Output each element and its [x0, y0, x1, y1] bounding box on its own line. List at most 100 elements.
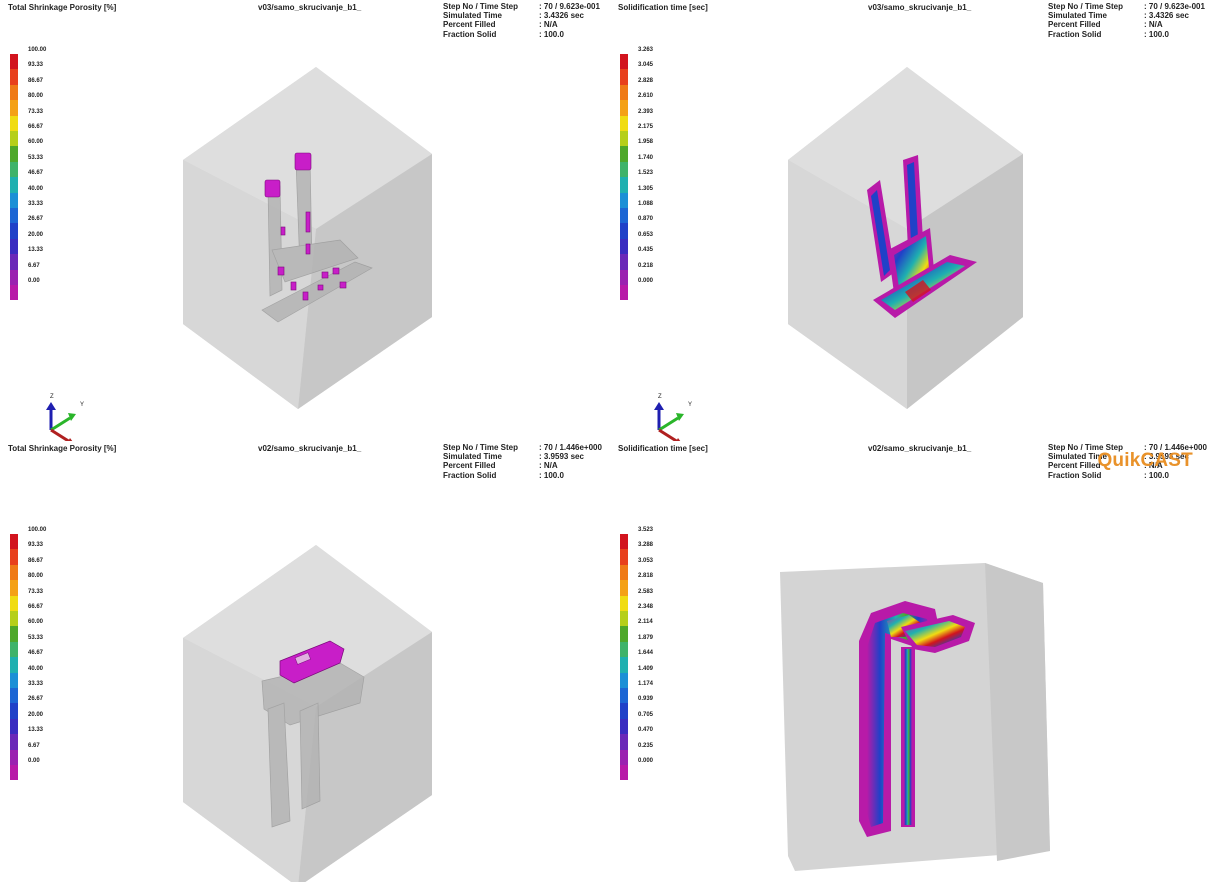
legend-value: 3.263 — [638, 47, 654, 53]
percent-filled-label: Percent Filled — [1048, 461, 1101, 471]
legend-swatch — [10, 84, 18, 101]
viewport-3d[interactable]: Z Y X — [0, 0, 605, 441]
legend-value: 53.33 — [28, 634, 44, 641]
legend-swatch — [620, 688, 628, 704]
panel-top-right[interactable]: Z Y X Solidification time [sec] v03/samo… — [605, 0, 1210, 441]
legend-value: 13.33 — [28, 247, 44, 254]
legend-swatch — [620, 254, 628, 270]
legend-swatch — [10, 595, 18, 611]
legend-swatch — [10, 269, 18, 285]
porosity-spots — [279, 640, 345, 684]
step-info: Step No / Time Step: 70 / 1.446e+000 Sim… — [443, 443, 602, 480]
fraction-solid-value: : 100.0 — [1144, 29, 1169, 39]
percent-filled-label: Percent Filled — [1048, 20, 1101, 30]
simulated-time-value: : 3.4326 sec — [539, 11, 584, 21]
model-name: v02/samo_skrucivanje_b1_ — [868, 444, 972, 453]
legend-value: 60.00 — [28, 619, 44, 626]
legend-value: 0.00 — [28, 758, 40, 764]
legend-swatch — [10, 765, 18, 781]
solidification-casting — [859, 601, 975, 837]
legend-swatch — [10, 657, 18, 673]
legend-value: 6.67 — [28, 742, 40, 749]
legend-value: 6.67 — [28, 262, 40, 269]
viewport-3d[interactable] — [605, 441, 1210, 882]
model-name: v03/samo_skrucivanje_b1_ — [258, 3, 362, 12]
legend-value: 46.67 — [28, 650, 44, 657]
legend-value: 1.523 — [638, 170, 654, 177]
step-info: Step No / Time Step: 70 / 9.623e-001 Sim… — [1048, 2, 1205, 39]
legend-swatch — [10, 549, 18, 565]
legend-value: 86.67 — [28, 557, 44, 564]
legend-swatch — [620, 580, 628, 596]
legend-value: 2.114 — [638, 619, 653, 626]
legend-value: 100.00 — [28, 527, 47, 533]
mold-top-face — [183, 67, 432, 229]
panel-bottom-right[interactable]: Solidification time [sec] v02/samo_skruc… — [605, 441, 1210, 882]
model-name: v02/samo_skrucivanje_b1_ — [258, 444, 362, 453]
legend-swatch — [620, 749, 628, 765]
legend-value: 13.33 — [28, 727, 44, 734]
percent-filled-value: : N/A — [539, 20, 558, 30]
legend-title: Total Shrinkage Porosity [%] — [8, 444, 117, 453]
legend-value: 20.00 — [28, 231, 44, 238]
legend-value: 2.393 — [638, 108, 654, 115]
legend-swatch — [620, 718, 628, 735]
legend-swatch — [10, 564, 18, 581]
legend-value: 2.828 — [638, 77, 654, 84]
legend-swatch — [620, 223, 628, 239]
axis-y-label: Y — [688, 402, 692, 408]
viewport-3d[interactable]: Z Y X — [605, 0, 1210, 441]
panel-bottom-left[interactable]: Total Shrinkage Porosity [%] v02/samo_sk… — [0, 441, 605, 882]
percent-filled-value: : N/A — [1144, 20, 1163, 30]
legend-value: 3.288 — [638, 542, 654, 549]
fraction-solid-value: : 100.0 — [1144, 470, 1169, 480]
legend-title: Solidification time [sec] — [618, 3, 708, 12]
legend-value: 0.470 — [638, 727, 654, 734]
legend-value: 1.305 — [638, 185, 654, 192]
legend-value: 20.00 — [28, 711, 44, 718]
fraction-solid-label: Fraction Solid — [443, 29, 497, 39]
legend-swatch — [620, 131, 628, 147]
axis-triad: Z Y X — [46, 394, 84, 441]
legend-value: 0.705 — [638, 711, 654, 718]
legend-value: 1.879 — [638, 634, 654, 641]
mold-right-face — [298, 154, 432, 409]
legend-swatch — [10, 688, 18, 704]
legend-swatch — [10, 749, 18, 765]
axis-y-label: Y — [80, 402, 84, 408]
legend-value: 2.175 — [638, 124, 654, 130]
step-label: Step No / Time Step — [1048, 443, 1123, 452]
legend-swatch — [10, 146, 18, 162]
legend-swatch — [620, 100, 628, 116]
mold-left-face — [183, 160, 316, 409]
legend-swatch — [10, 223, 18, 239]
simulated-time-label: Simulated Time — [1048, 11, 1107, 21]
legend-value: 2.348 — [638, 604, 654, 610]
legend-title: Solidification time [sec] — [618, 444, 708, 453]
legend-value: 86.67 — [28, 77, 44, 84]
legend-swatch — [620, 269, 628, 285]
legend-swatch — [620, 611, 628, 627]
legend-swatch — [10, 131, 18, 147]
legend-value: 0.235 — [638, 742, 654, 749]
legend-value: 46.67 — [28, 170, 44, 177]
model-name: v03/samo_skrucivanje_b1_ — [868, 3, 972, 12]
panel-top-left[interactable]: Z Y X Total Shrinkage Porosity [%] v03/s… — [0, 0, 605, 441]
viewport-3d[interactable] — [0, 441, 605, 882]
legend-value: 0.000 — [638, 278, 654, 284]
legend-value: 73.33 — [28, 588, 44, 595]
legend-swatch — [620, 161, 628, 178]
step-label: Step No / Time Step — [443, 443, 518, 452]
legend-value: 40.00 — [28, 185, 44, 192]
simulated-time-value: : 3.9593 sec — [1144, 452, 1189, 462]
legend-swatch — [10, 611, 18, 627]
legend-value: 66.67 — [28, 124, 44, 130]
legend-swatch — [10, 641, 18, 658]
simulated-time-label: Simulated Time — [1048, 452, 1107, 462]
legend-swatch — [10, 718, 18, 735]
step-value: : 70 / 9.623e-001 — [1144, 2, 1205, 11]
legend-swatch — [620, 595, 628, 611]
simulated-time-value: : 3.4326 sec — [1144, 11, 1189, 21]
legend-value: 1.174 — [638, 681, 654, 687]
legend-value: 1.088 — [638, 201, 654, 207]
